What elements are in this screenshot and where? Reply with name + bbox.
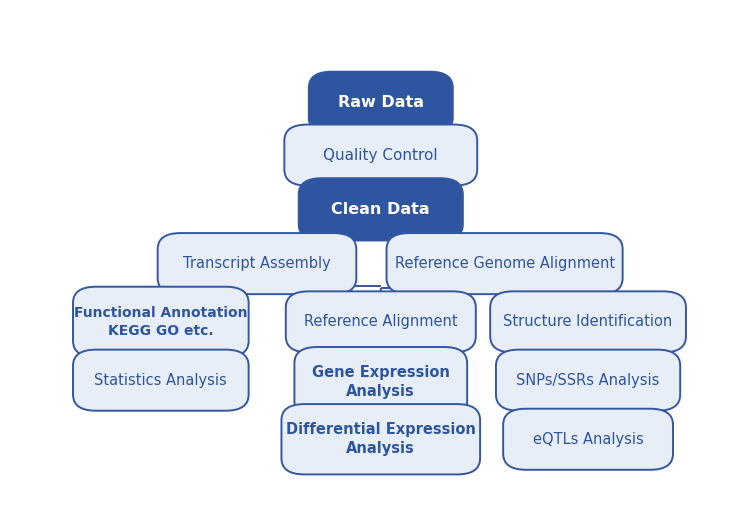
Text: Clean Data: Clean Data: [331, 202, 430, 217]
Text: Raw Data: Raw Data: [338, 96, 424, 110]
FancyBboxPatch shape: [490, 291, 686, 352]
Text: Transcript Assembly: Transcript Assembly: [183, 256, 331, 271]
FancyBboxPatch shape: [286, 291, 476, 352]
Text: Statistics Analysis: Statistics Analysis: [94, 373, 227, 388]
Text: Functional Annotation
KEGG GO etc.: Functional Annotation KEGG GO etc.: [74, 306, 247, 338]
FancyBboxPatch shape: [299, 178, 463, 241]
Text: Differential Expression
Analysis: Differential Expression Analysis: [286, 422, 476, 456]
FancyBboxPatch shape: [309, 72, 452, 134]
FancyBboxPatch shape: [496, 350, 681, 411]
Text: SNPs/SSRs Analysis: SNPs/SSRs Analysis: [516, 373, 660, 388]
FancyBboxPatch shape: [503, 409, 673, 470]
Text: Reference Alignment: Reference Alignment: [304, 314, 458, 329]
Text: eQTLs Analysis: eQTLs Analysis: [533, 432, 643, 447]
FancyBboxPatch shape: [285, 125, 477, 186]
FancyBboxPatch shape: [73, 350, 249, 411]
Text: Structure Identification: Structure Identification: [504, 314, 672, 329]
Text: Gene Expression
Analysis: Gene Expression Analysis: [312, 365, 450, 399]
Text: Quality Control: Quality Control: [323, 148, 438, 162]
FancyBboxPatch shape: [73, 287, 249, 357]
FancyBboxPatch shape: [386, 233, 623, 294]
FancyBboxPatch shape: [158, 233, 357, 294]
Text: Reference Genome Alignment: Reference Genome Alignment: [395, 256, 614, 271]
FancyBboxPatch shape: [282, 404, 480, 474]
FancyBboxPatch shape: [294, 347, 467, 418]
